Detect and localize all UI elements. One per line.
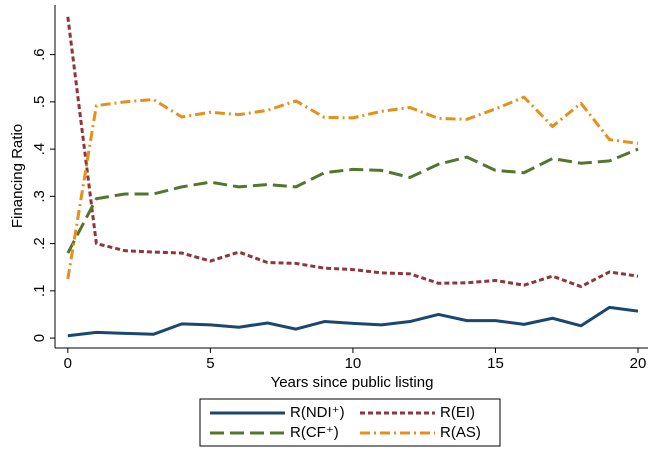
y-tick-label: .3	[31, 190, 48, 203]
x-tick-label: 5	[206, 355, 214, 372]
y-tick-label: .5	[31, 96, 48, 109]
x-tick-label: 10	[345, 355, 362, 372]
x-tick-label: 20	[630, 355, 647, 372]
x-tick-label: 15	[487, 355, 504, 372]
legend-label: R(NDI⁺)	[290, 404, 345, 421]
legend-box	[199, 398, 501, 447]
y-tick-label: .1	[31, 285, 48, 298]
x-axis-title: Years since public listing	[271, 374, 434, 391]
series-line	[66, 16, 639, 289]
y-tick-label: .6	[31, 48, 48, 61]
y-tick-label: 0	[31, 334, 48, 342]
legend-label: R(EI)	[440, 404, 475, 421]
legend-label: R(CF⁺)	[290, 424, 339, 441]
y-tick-label: .4	[31, 143, 48, 156]
y-tick-label: .2	[31, 237, 48, 250]
y-axis-title: Financing Ratio	[9, 124, 26, 228]
series-line	[67, 305, 639, 338]
series-line	[66, 95, 639, 280]
series-line	[66, 147, 639, 254]
x-tick-label: 0	[64, 355, 72, 372]
legend-label: R(AS)	[440, 424, 481, 441]
